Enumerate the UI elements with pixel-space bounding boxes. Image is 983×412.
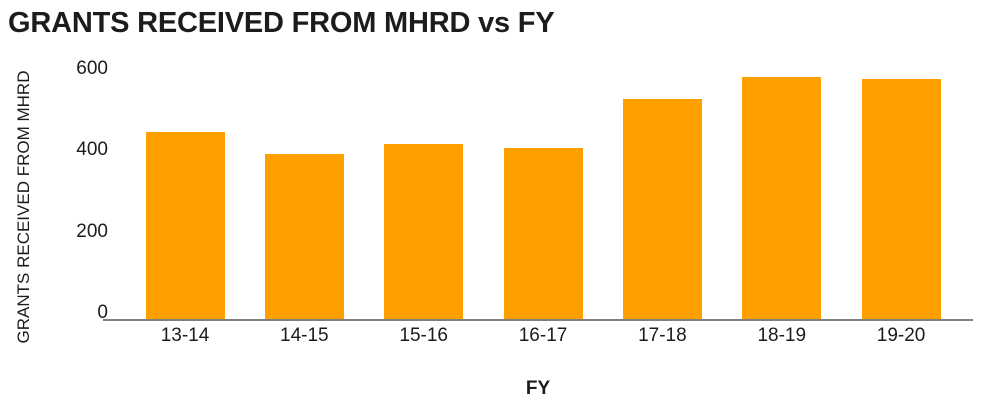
x-axis-title: FY — [525, 378, 551, 399]
bar-15-16 — [384, 144, 464, 319]
y-tick-label: 0 — [97, 302, 108, 323]
x-tick-label: 15-16 — [399, 325, 448, 346]
y-tick-label: 200 — [76, 220, 108, 242]
y-tick-label: 600 — [76, 58, 108, 79]
x-tick-label: 19-20 — [876, 325, 926, 346]
x-tick-label: 17-18 — [638, 325, 687, 346]
bar-19-20 — [861, 79, 941, 319]
bar-13-14 — [145, 131, 225, 319]
x-tick-label: 14-15 — [280, 325, 329, 346]
bar-18-19 — [742, 77, 822, 319]
x-axis-line — [103, 319, 973, 321]
y-tick-label: 400 — [76, 139, 108, 161]
bar-14-15 — [264, 154, 344, 319]
x-tick-label: 16-17 — [518, 325, 568, 346]
x-tick-label: 18-19 — [757, 325, 807, 346]
bar-17-18 — [622, 99, 702, 319]
chart-title: GRANTS RECEIVED FROM MHRD vs FY — [8, 7, 555, 39]
x-tick-label: 13-14 — [160, 325, 210, 346]
bar-16-17 — [503, 148, 583, 319]
